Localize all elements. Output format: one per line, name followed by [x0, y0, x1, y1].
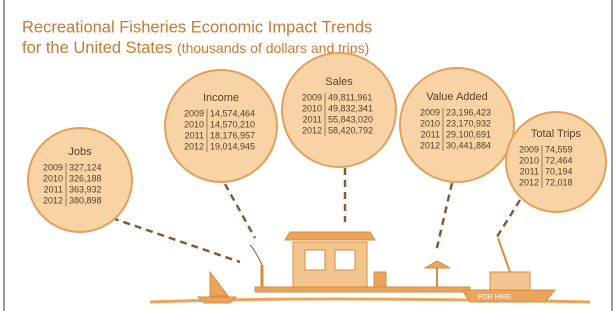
sailboat-hull	[198, 297, 236, 303]
rod	[250, 245, 262, 265]
value: 30,441,884	[446, 140, 491, 150]
title-line-1: Recreational Fisheries Economic Impact T…	[22, 18, 372, 36]
connector	[225, 184, 255, 238]
panel-label: Value Added	[426, 91, 488, 103]
panel-label: Jobs	[68, 146, 92, 158]
value: 19,014,945	[210, 141, 255, 151]
year: 2009	[43, 162, 63, 172]
boat-label: FOR HIRE	[478, 294, 512, 301]
year: 2009	[184, 108, 204, 118]
year: 2010	[43, 173, 63, 183]
sail	[210, 272, 228, 296]
dock	[255, 287, 470, 292]
connector	[495, 200, 520, 240]
cabin	[490, 272, 530, 290]
year: 2009	[302, 92, 322, 102]
year: 2011	[520, 166, 539, 176]
panel-label: Sales	[325, 76, 353, 88]
connector	[112, 218, 240, 262]
infographic: Recreational Fisheries Economic Impact T…	[0, 0, 616, 311]
value: 23,170,932	[446, 118, 491, 128]
year: 2011	[44, 184, 63, 194]
panel-label: Income	[203, 92, 239, 104]
year: 2010	[302, 103, 322, 113]
value: 14,574,464	[210, 108, 255, 118]
year: 2009	[519, 144, 539, 154]
mast	[498, 238, 510, 272]
year: 2012	[420, 140, 440, 150]
year: 2012	[519, 177, 539, 187]
value: 18,176,957	[210, 130, 255, 140]
value: 70,194	[545, 166, 573, 176]
title-line-2: for the United States (thousands of doll…	[22, 39, 369, 57]
value: 49,832,341	[328, 103, 373, 113]
panels: Jobs 2009 327,124 2010 326,188 2011 363,932 201…	[28, 53, 606, 232]
scene	[150, 232, 590, 303]
window	[305, 250, 325, 270]
year: 2010	[184, 119, 204, 129]
year: 2011	[421, 129, 440, 139]
value: 23,196,423	[446, 107, 491, 117]
value: 326,188	[69, 173, 102, 183]
hut	[293, 242, 367, 287]
value: 72,464	[545, 155, 573, 165]
umbrella	[425, 261, 450, 268]
value: 327,124	[69, 162, 102, 172]
value: 14,570,210	[210, 119, 255, 129]
crate	[374, 272, 386, 287]
year: 2012	[184, 141, 204, 151]
window	[335, 250, 355, 270]
year: 2009	[420, 107, 440, 117]
panel-label: Total Trips	[531, 128, 582, 140]
value: 380,898	[69, 195, 102, 205]
value: 55,843,020	[328, 114, 373, 124]
year: 2010	[420, 118, 440, 128]
title-line-2-text: for the United States	[22, 39, 172, 57]
connector	[436, 183, 452, 252]
year: 2010	[519, 155, 539, 165]
year: 2011	[303, 114, 322, 124]
year: 2012	[43, 195, 63, 205]
value: 58,420,792	[328, 125, 373, 135]
roof	[285, 232, 375, 240]
year: 2012	[302, 125, 322, 135]
value: 72,018	[545, 177, 573, 187]
value: 363,932	[69, 184, 102, 194]
value: 49,811,961	[328, 92, 372, 102]
year: 2011	[185, 130, 204, 140]
value: 29,100,691	[446, 129, 491, 139]
value: 74,559	[545, 144, 573, 154]
